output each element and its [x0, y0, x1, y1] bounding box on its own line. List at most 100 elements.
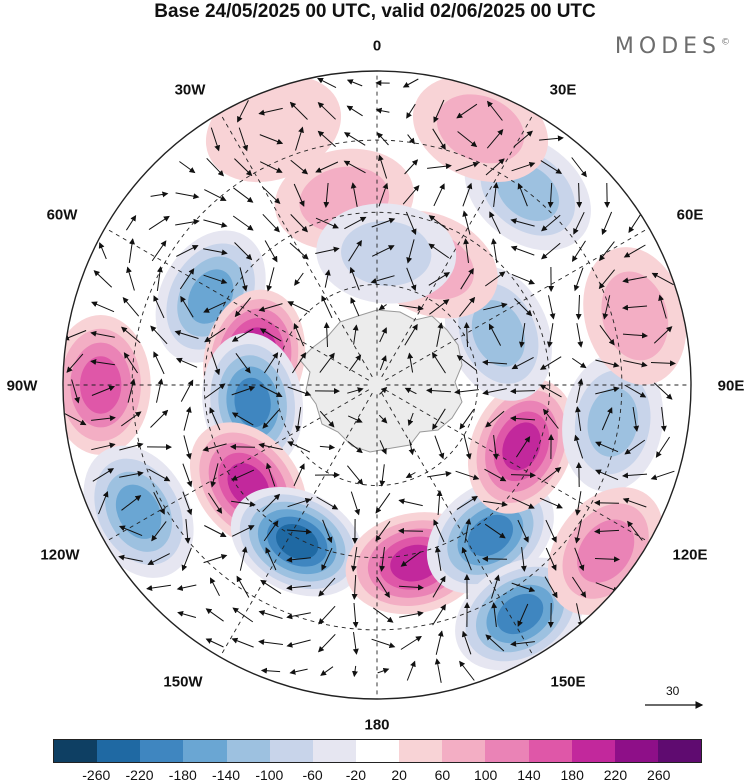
wind-arrow [400, 635, 422, 650]
colorbar-swatch [54, 740, 98, 762]
meridian-line [104, 389, 370, 543]
wind-arrow [571, 157, 587, 178]
wind-arrow [287, 441, 311, 453]
wind-arrow [66, 353, 84, 373]
wind-arrow [204, 525, 227, 537]
wind-arrow [485, 271, 506, 287]
wind-arrow [294, 272, 304, 286]
modes-logo: MODES© [615, 34, 730, 59]
wind-arrow [432, 128, 446, 151]
wind-arrow [206, 157, 224, 177]
wind-arrow [239, 267, 248, 292]
wind-arrow [576, 323, 584, 348]
anomaly-contour [467, 514, 514, 557]
wind-arrow [483, 500, 508, 508]
wind-arrow [572, 357, 587, 369]
meridian-line [219, 392, 373, 658]
wind-vectors [63, 77, 676, 683]
map-title: Base 24/05/2025 00 UTC, valid 02/06/2025… [154, 1, 596, 22]
wind-arrow [510, 472, 536, 479]
wind-arrow [92, 468, 115, 482]
wind-arrow [262, 213, 280, 233]
wind-arrow [127, 378, 136, 403]
colorbar-tick-label: 100 [473, 767, 498, 783]
wind-arrow [655, 436, 671, 458]
wind-arrow [323, 322, 330, 348]
wind-arrow [492, 182, 499, 207]
wind-arrow [93, 270, 113, 288]
wind-arrow [258, 303, 283, 312]
wind-arrow [541, 214, 561, 232]
wind-arrow [463, 238, 470, 263]
colorbar-swatch [442, 740, 486, 762]
wind-arrow [379, 547, 386, 572]
wind-arrow [594, 556, 620, 563]
meridian-line [381, 392, 535, 658]
wind-arrow [210, 351, 221, 376]
wind-arrow [378, 304, 387, 311]
wind-arrow [320, 666, 334, 676]
wind-arrow [234, 297, 251, 318]
wind-arrow [426, 387, 452, 394]
wind-arrow [153, 351, 165, 375]
wind-arrow [623, 244, 646, 258]
wind-arrow [407, 134, 416, 145]
wind-arrow [542, 408, 559, 429]
wind-arrow [231, 469, 255, 481]
lon-label-60e: 60E [676, 206, 704, 224]
wind-arrow [482, 359, 508, 366]
copyright-mark: © [721, 37, 730, 48]
wind-arrow [462, 210, 471, 235]
lon-label-0: 0 [372, 37, 382, 55]
colorbar-tick-label: -180 [168, 767, 197, 783]
wind-arrow [486, 129, 504, 149]
wind-arrow [653, 382, 673, 400]
wind-arrow [347, 387, 364, 394]
wind-arrow [289, 668, 308, 675]
wind-arrow [622, 472, 648, 479]
wind-arrow [121, 326, 141, 344]
wind-arrow [122, 297, 140, 317]
wind-arrow [230, 443, 256, 450]
colorbar-swatch [571, 740, 615, 762]
wind-arrow [287, 386, 312, 397]
wind-arrow [511, 356, 534, 370]
wind-arrow [209, 407, 221, 431]
lon-label-120e: 120E [672, 546, 708, 564]
wind-arrow [488, 323, 502, 346]
meridian-line [384, 227, 650, 381]
wind-arrow [539, 384, 562, 398]
wind-arrow [210, 577, 220, 597]
wind-arrow [624, 439, 646, 455]
wind-arrow [379, 464, 386, 487]
wind-arrow [258, 107, 283, 116]
wind-arrow [460, 267, 474, 290]
wind-arrow [598, 241, 615, 262]
wind-arrow [574, 547, 585, 572]
wind-arrow [151, 521, 167, 542]
wind-arrow [203, 554, 228, 564]
lon-label-180: 180 [364, 716, 390, 734]
anomaly-center [316, 203, 457, 304]
wind-arrow [432, 408, 446, 431]
wind-arrow [399, 610, 424, 618]
lon-label-90w: 90W [6, 377, 38, 395]
wind-arrow [295, 407, 302, 432]
wind-arrow [202, 443, 227, 452]
wind-arrow [321, 295, 333, 319]
wind-arrow [347, 415, 363, 423]
wind-arrow [317, 102, 336, 120]
wind-arrow [402, 78, 419, 88]
wind-arrow [435, 630, 444, 655]
antarctica-shape [299, 309, 463, 453]
wind-arrow [459, 408, 475, 430]
wind-arrow [491, 602, 498, 627]
wind-arrow [436, 322, 444, 347]
wind-arrow [231, 385, 256, 396]
wind-arrow [259, 161, 283, 173]
wind-arrow [545, 547, 557, 571]
wind-arrow [482, 555, 508, 562]
wind-arrow [429, 299, 450, 315]
wind-arrow [490, 238, 498, 263]
wind-arrow [286, 612, 311, 620]
